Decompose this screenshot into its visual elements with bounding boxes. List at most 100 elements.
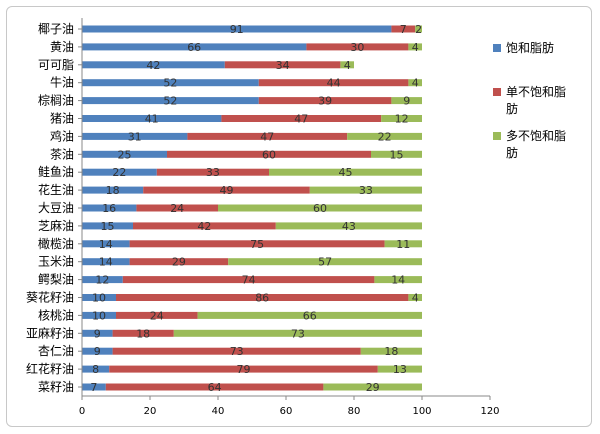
x-tick-label: 100 (412, 406, 431, 417)
bar-segment (82, 79, 259, 87)
bar-segment (82, 294, 116, 301)
data-label: 14 (99, 238, 113, 251)
bar-segment (143, 186, 310, 194)
data-label: 49 (220, 184, 234, 197)
bar-segment (82, 240, 130, 248)
data-label: 79 (237, 363, 251, 376)
data-label: 91 (230, 23, 244, 36)
data-label: 4 (344, 59, 351, 72)
data-label: 16 (102, 202, 116, 215)
bar-segment (82, 204, 137, 212)
data-label: 18 (384, 345, 398, 358)
bar-segment (377, 365, 422, 373)
bar-segment (306, 43, 409, 51)
bar-segment (391, 25, 416, 33)
data-label: 14 (391, 274, 405, 287)
bar-segment (408, 294, 422, 301)
data-label: 8 (92, 363, 99, 376)
bar-segment (381, 115, 422, 122)
bar-segment (122, 276, 375, 284)
bar-segment (360, 347, 422, 355)
category-label: 鳄梨油 (38, 273, 74, 287)
bar-segment (82, 115, 222, 122)
bar-segment (384, 240, 422, 248)
legend-swatch (493, 88, 501, 96)
bar-segment (408, 43, 422, 51)
category-label: 茶油 (50, 146, 74, 161)
bar-segment (82, 347, 113, 355)
bar-segment (82, 186, 144, 194)
data-label: 75 (250, 238, 264, 251)
data-label: 25 (118, 148, 132, 161)
category-label: 黄油 (50, 40, 74, 54)
legend-entry: 饱和脂肪 (506, 40, 554, 55)
bar-segment (374, 276, 422, 284)
bar-segment (82, 25, 392, 33)
bar-segment (82, 329, 113, 337)
data-label: 73 (291, 327, 305, 340)
data-label: 41 (145, 113, 159, 126)
data-label: 42 (197, 220, 211, 233)
category-label: 花生油 (38, 182, 74, 197)
data-label: 13 (393, 363, 407, 376)
data-label: 11 (396, 238, 410, 251)
bar-segment (112, 329, 174, 337)
data-label: 57 (318, 256, 332, 269)
data-label: 4 (412, 292, 419, 305)
bar-segment (109, 365, 378, 373)
data-label: 73 (230, 345, 244, 358)
category-label: 红花籽油 (26, 361, 74, 376)
category-label: 牛油 (50, 75, 74, 90)
bar-segment (82, 150, 167, 158)
data-label: 47 (260, 130, 274, 143)
bar-segment (187, 132, 348, 140)
bar-segment (82, 222, 133, 230)
bar-segment (129, 240, 385, 248)
data-label: 22 (378, 130, 392, 143)
bar-segment (408, 79, 422, 87)
bar-segment (258, 79, 409, 87)
bar-segment (415, 25, 422, 33)
bar-segment (221, 115, 382, 122)
bar-segment (82, 97, 259, 105)
bar-segment (228, 258, 422, 266)
bar-segment (82, 258, 130, 266)
category-label: 鸡油 (50, 128, 74, 143)
bar-segment (167, 150, 371, 158)
category-label: 菜籽油 (38, 380, 74, 394)
bar-segment (136, 204, 218, 212)
bar-segment (340, 61, 354, 69)
bar-segment (82, 43, 307, 51)
bar-segment (82, 132, 188, 140)
bar-segment (323, 383, 422, 391)
category-label: 芝麻油 (38, 218, 74, 233)
bar-segment (82, 311, 116, 319)
category-label: 大豆油 (38, 201, 74, 215)
x-tick-label: 40 (212, 406, 225, 417)
category-label: 椰子油 (38, 21, 74, 36)
data-label: 18 (136, 327, 150, 340)
data-label: 18 (106, 184, 120, 197)
data-label: 4 (412, 77, 419, 90)
x-tick-label: 60 (280, 406, 293, 417)
data-label: 7 (90, 381, 97, 394)
category-label: 橄榄油 (38, 236, 74, 251)
bar-segment (133, 222, 276, 230)
bar-segment (309, 186, 422, 194)
data-label: 12 (95, 274, 109, 287)
bar-segment (156, 168, 269, 176)
data-label: 29 (366, 381, 380, 394)
bar-segment (173, 329, 422, 337)
bar-segment (197, 311, 422, 319)
bar-segment (112, 347, 361, 355)
category-label: 杏仁油 (38, 344, 74, 358)
bar-segment (275, 222, 422, 230)
data-label: 10 (92, 309, 106, 322)
data-label: 52 (163, 95, 177, 108)
x-tick-label: 80 (348, 406, 361, 417)
data-label: 66 (187, 41, 201, 54)
category-label: 亚麻籽油 (26, 325, 74, 340)
bar-segment (116, 311, 198, 319)
data-label: 9 (94, 345, 101, 358)
